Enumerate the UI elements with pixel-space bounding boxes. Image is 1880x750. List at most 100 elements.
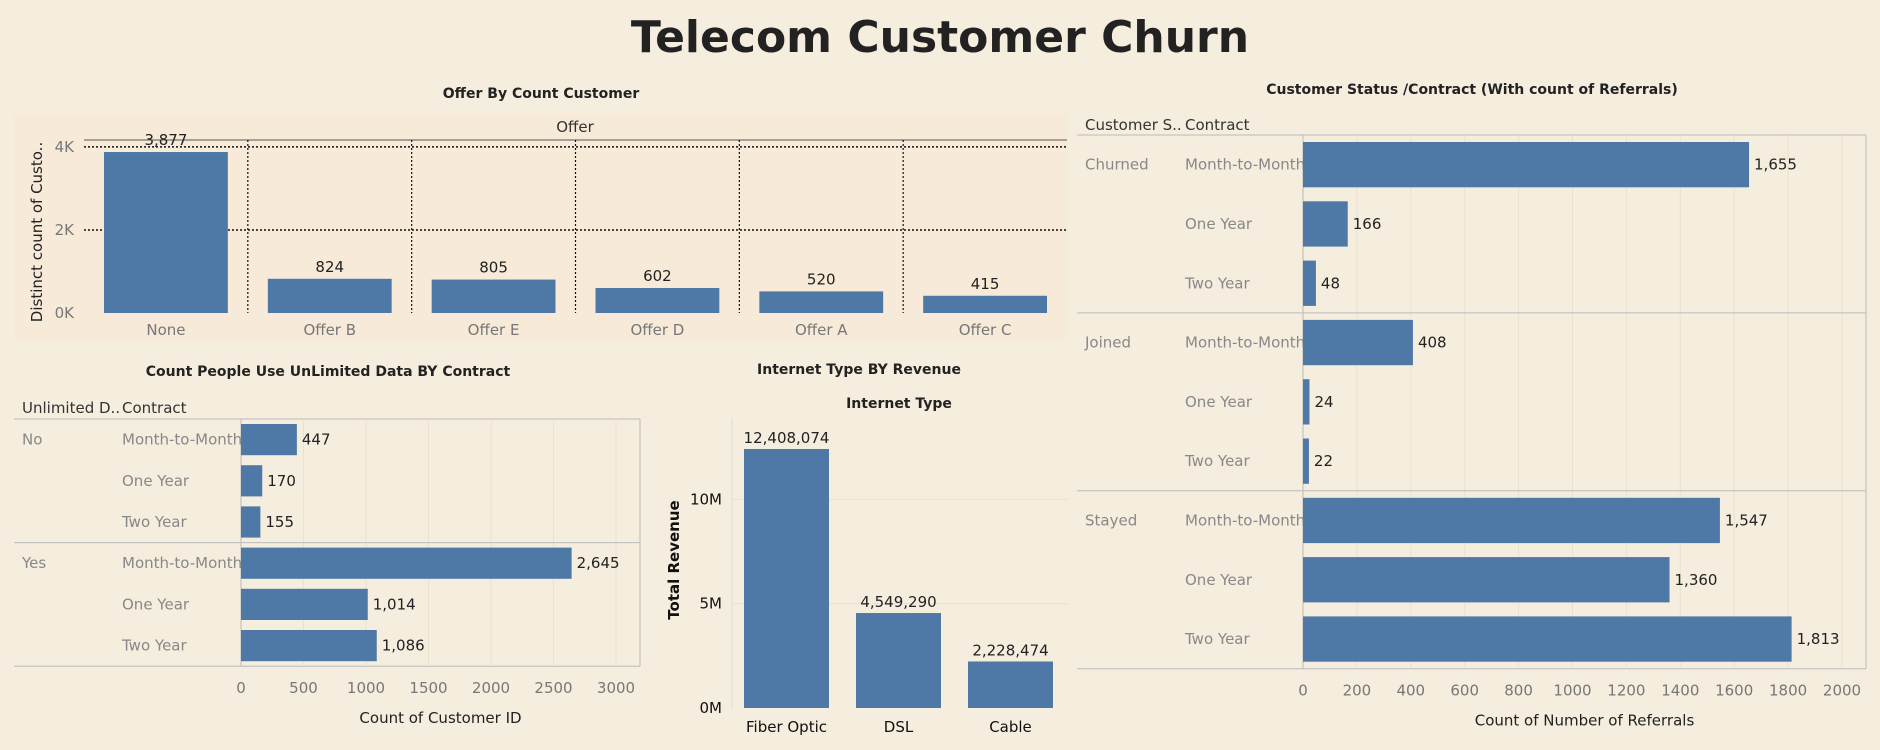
bar-value-label: 22 [1314, 452, 1333, 470]
bar-value-label: 2,645 [577, 554, 620, 572]
y-tick-label: 0K [55, 304, 76, 322]
row-label: One Year [1185, 393, 1253, 411]
bar-offer-a [759, 291, 884, 313]
group-label: Stayed [1085, 511, 1137, 529]
bar-value-label: 408 [1418, 334, 1447, 352]
row-label: Month-to-Month [1185, 511, 1305, 529]
bar-offer-c [923, 295, 1047, 313]
row-label: Two Year [121, 637, 187, 655]
bar-value-label: 447 [302, 431, 331, 449]
group-label: Joined [1084, 334, 1131, 352]
bar-none [104, 152, 228, 313]
row-label: One Year [1185, 571, 1253, 589]
row-label: One Year [1185, 215, 1253, 233]
x-tick-label: 1000 [347, 679, 385, 697]
bar [1303, 201, 1348, 247]
x-tick-label: 200 [1343, 682, 1372, 700]
bar-value-label: 1,360 [1675, 571, 1718, 589]
group-label: No [22, 431, 42, 449]
bar-value-label: 520 [807, 270, 836, 288]
bar-value-label: 4,549,290 [860, 593, 936, 611]
y-tick-label: 0M [700, 699, 723, 717]
bar-value-label: 1,547 [1725, 511, 1768, 529]
chart-title: Offer By Count Customer [443, 86, 640, 102]
row-header: Contract [122, 399, 187, 417]
x-tick-label: 1500 [409, 679, 447, 697]
group-label: Yes [21, 554, 46, 572]
chart-title: Customer Status /Contract (With count of… [1266, 82, 1678, 98]
bar-value-label: 170 [267, 472, 296, 490]
bar [1303, 142, 1750, 188]
bar [1303, 557, 1670, 603]
x-tick-label: 500 [289, 679, 318, 697]
bar-value-label: 1,655 [1754, 156, 1797, 174]
x-axis-label: Count of Number of Referrals [1475, 712, 1695, 730]
bar-cable [968, 661, 1053, 708]
bar-offer-b [267, 278, 392, 313]
column-header: Internet Type [846, 396, 952, 412]
bar [1303, 438, 1309, 484]
x-tick-label: 400 [1396, 682, 1425, 700]
row-label: Month-to-Month [122, 554, 242, 572]
x-tick-label: 800 [1504, 682, 1533, 700]
bar-dsl [856, 613, 941, 708]
bar [1303, 497, 1720, 544]
x-tick-label: Offer E [468, 321, 520, 339]
x-tick-label: 1000 [1553, 682, 1591, 700]
y-tick-label: 4K [55, 138, 76, 156]
x-tick-label: 2500 [534, 679, 572, 697]
bar-value-label: 602 [643, 267, 672, 285]
bar-value-label: 1,014 [373, 595, 416, 613]
chart-title: Count People Use UnLimited Data BY Contr… [146, 364, 511, 380]
bar [241, 424, 297, 456]
bar-value-label: 805 [479, 259, 508, 277]
bar-value-label: 824 [315, 258, 344, 276]
row-label: Month-to-Month [122, 431, 242, 449]
bar-offer-d [595, 288, 720, 313]
x-tick-label: Offer C [959, 321, 1012, 339]
bar [1303, 616, 1792, 662]
bar-value-label: 415 [971, 275, 1000, 293]
x-tick-label: Offer D [630, 321, 684, 339]
row-label: Two Year [121, 513, 187, 531]
bar-value-label: 3,877 [144, 131, 187, 149]
plot-background [14, 114, 1068, 339]
y-tick-label: 2K [55, 221, 76, 239]
x-tick-label: Offer B [303, 321, 356, 339]
bar-value-label: 2,228,474 [972, 641, 1048, 659]
x-tick-label: 3000 [597, 679, 635, 697]
row-label: Two Year [1184, 452, 1250, 470]
row-label: Two Year [1184, 630, 1250, 648]
x-tick-label: 0 [236, 679, 246, 697]
bar-offer-e [431, 279, 556, 313]
dashboard-title: Telecom Customer Churn [630, 12, 1250, 63]
row-header: Customer S.. [1085, 116, 1182, 134]
x-tick-label: 1200 [1607, 682, 1645, 700]
bar-fiber-optic [744, 449, 829, 708]
x-tick-label: 1800 [1769, 682, 1807, 700]
row-header: Unlimited D.. [22, 399, 120, 417]
bar [1303, 260, 1316, 306]
x-axis-label: Count of Customer ID [359, 709, 521, 727]
x-tick-label: 1400 [1661, 682, 1699, 700]
bar [241, 506, 261, 538]
bar [241, 630, 377, 662]
y-axis-label: Distinct count of Custo.. [28, 142, 46, 322]
row-label: Month-to-Month [1185, 156, 1305, 174]
bar-value-label: 166 [1353, 215, 1382, 233]
column-header: Offer [556, 118, 594, 136]
bar [1303, 319, 1413, 366]
x-tick-label: None [146, 321, 185, 339]
x-tick-label: 2000 [1823, 682, 1861, 700]
bar-value-label: 24 [1314, 393, 1333, 411]
y-axis-label: Total Revenue [665, 500, 683, 619]
bar-value-label: 48 [1321, 274, 1340, 292]
x-tick-label: 1600 [1715, 682, 1753, 700]
